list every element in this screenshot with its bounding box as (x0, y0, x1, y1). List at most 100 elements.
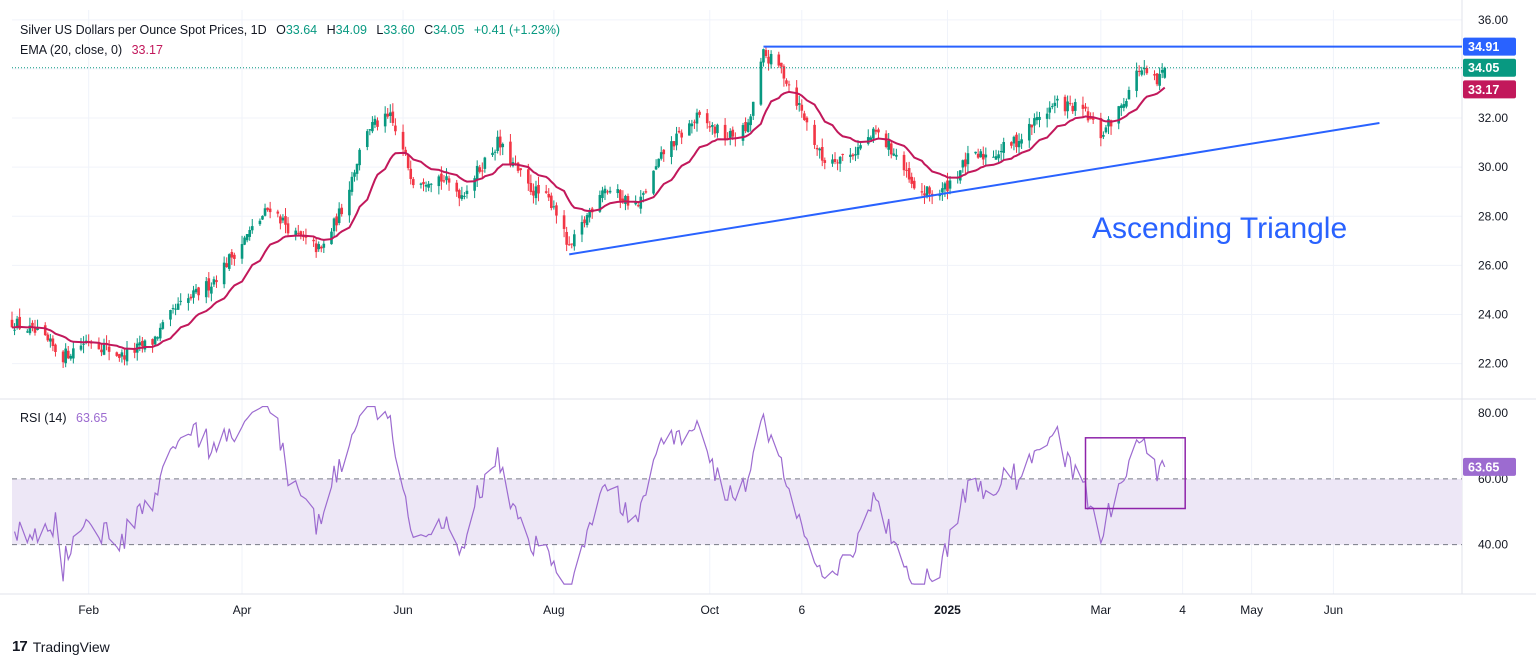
candle-body-232 (838, 156, 842, 164)
candle-body-60 (225, 263, 229, 268)
candle-body-101 (371, 121, 374, 132)
candle-body-130 (475, 165, 479, 180)
candle-body-263 (948, 180, 952, 189)
candle-body-31 (120, 352, 124, 357)
candle-body-269 (974, 151, 977, 154)
candle-body-122 (445, 176, 448, 181)
candle-body-179 (652, 170, 655, 194)
candle-body-198 (716, 124, 719, 134)
candle-body-11 (49, 338, 52, 342)
candle-body-64 (240, 244, 244, 259)
candle-body-254 (920, 191, 924, 193)
candle-body-233 (841, 153, 844, 155)
candle-body-231 (836, 162, 839, 164)
time-tick-label-0: Feb (78, 603, 99, 617)
candle-body-154 (562, 215, 566, 229)
candle-body-234 (849, 154, 852, 157)
candle-body-320 (1155, 73, 1159, 85)
candle-body-2 (15, 318, 19, 328)
candle-body-201 (728, 131, 732, 138)
candle-body-68 (250, 226, 254, 231)
rsi-legend[interactable]: RSI (14) 63.65 (20, 411, 113, 425)
candle-body-118 (429, 183, 433, 185)
time-tick-label-8: 4 (1179, 603, 1186, 617)
candle-body-99 (365, 131, 369, 147)
candle-body-125 (457, 190, 461, 199)
candle-body-222 (803, 113, 806, 120)
rsi-tick-label-2: 40.00 (1478, 538, 1508, 552)
price-tick-label-4: 28.00 (1478, 209, 1508, 223)
candle-body-294 (1063, 96, 1067, 112)
candle-body-102 (373, 118, 377, 125)
candle-body-48 (179, 300, 182, 302)
candle-body-319 (1153, 74, 1156, 76)
candle-body-46 (174, 308, 177, 310)
candle-body-276 (997, 154, 1000, 159)
candle-body-94 (348, 189, 351, 216)
candle-body-229 (831, 159, 834, 164)
candle-body-77 (284, 216, 287, 225)
candle-body-248 (895, 154, 898, 157)
candle-body-170 (619, 190, 622, 201)
candle-body-228 (823, 160, 827, 163)
candle-body-218 (787, 84, 791, 86)
candle-body-199 (723, 124, 727, 140)
candle-body-212 (767, 56, 770, 64)
close-label: C (424, 23, 434, 37)
candle-body-214 (777, 54, 781, 66)
candle-body-38 (143, 340, 147, 350)
candle-body-165 (601, 190, 604, 199)
candle-body-115 (422, 181, 425, 185)
candle-body-290 (1048, 107, 1052, 113)
candle-body-40 (153, 336, 157, 345)
candle-body-210 (762, 49, 765, 63)
candle-body-176 (639, 196, 643, 209)
candle-body-83 (304, 236, 308, 238)
candle-body-242 (874, 129, 878, 132)
candle-body-142 (516, 162, 520, 171)
candle-body-288 (1038, 116, 1041, 120)
candle-body-274 (992, 156, 995, 158)
candle-body-150 (547, 193, 551, 198)
candle-body-36 (138, 342, 142, 346)
ema-legend[interactable]: EMA (20, close, 0) 33.17 (20, 43, 169, 57)
candle-body-224 (813, 124, 816, 145)
candle-body-161 (585, 215, 589, 226)
candle-body-216 (782, 66, 786, 79)
candle-body-75 (279, 216, 282, 224)
candle-body-251 (907, 168, 911, 180)
candle-body-243 (877, 129, 880, 133)
candle-body-278 (1002, 141, 1006, 153)
candle-body-152 (552, 206, 556, 208)
candle-body-227 (820, 147, 824, 161)
candle-body-112 (409, 168, 413, 179)
rsi-value: 63.65 (76, 411, 108, 425)
candle-body-95 (350, 176, 354, 192)
candle-body-12 (51, 338, 55, 347)
candle-body-54 (204, 281, 208, 298)
candle-body-262 (946, 180, 949, 192)
candle-body-7 (33, 327, 37, 333)
rsi-label: RSI (14) (20, 411, 67, 425)
price-tick-label-0: 36.00 (1478, 13, 1508, 27)
candle-body-0 (10, 319, 14, 328)
candle-body-297 (1071, 105, 1075, 112)
candle-body-151 (550, 195, 553, 209)
candle-body-236 (854, 154, 857, 156)
candle-body-194 (705, 113, 709, 124)
candle-body-308 (1109, 120, 1113, 127)
candle-body-167 (606, 191, 609, 193)
candle-body-144 (527, 169, 530, 184)
candle-body-182 (659, 152, 663, 159)
time-tick-label-3: Aug (543, 603, 564, 617)
candle-body-266 (961, 160, 965, 168)
candle-body-177 (642, 193, 645, 195)
candle-body-282 (1017, 140, 1021, 148)
candle-body-289 (1045, 113, 1049, 119)
price-label-2: 33.17 (1468, 83, 1499, 97)
candle-body-255 (923, 193, 926, 196)
price-label-1: 34.05 (1468, 61, 1499, 75)
candle-body-15 (64, 348, 67, 364)
tradingview-logo[interactable]: 17 TradingView (12, 638, 110, 655)
candle-body-42 (158, 327, 162, 339)
